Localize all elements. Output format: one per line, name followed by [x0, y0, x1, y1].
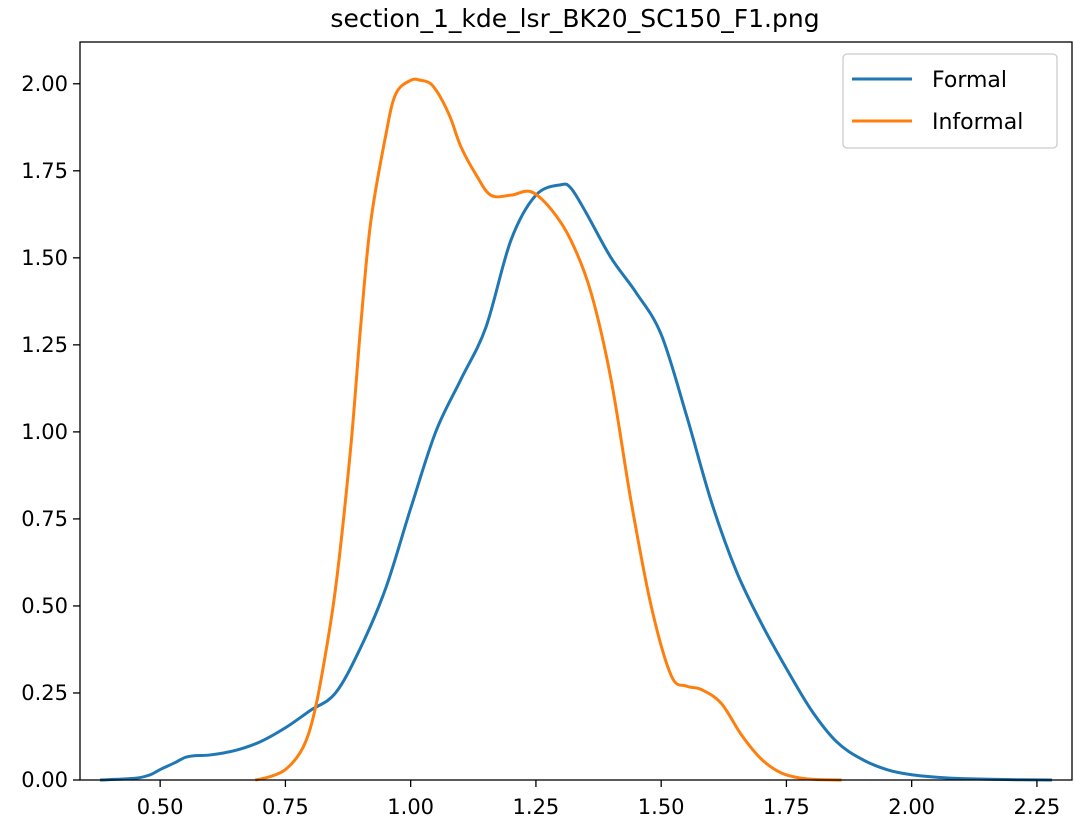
x-tick-label: 1.75 [763, 795, 810, 819]
y-tick-label: 2.00 [21, 72, 68, 96]
y-tick-label: 0.00 [21, 768, 68, 792]
y-tick-label: 1.50 [21, 246, 68, 270]
chart-title: section_1_kde_lsr_BK20_SC150_F1.png [330, 4, 819, 33]
legend: Formal Informal [842, 53, 1058, 149]
y-tick-label: 0.75 [21, 507, 68, 531]
x-tick-label: 2.00 [888, 795, 935, 819]
x-tick-label: 1.00 [387, 795, 434, 819]
series-line-informal [255, 77, 842, 782]
x-tick-label: 1.25 [513, 795, 560, 819]
x-tick-label: 2.25 [1014, 795, 1061, 819]
y-tick-label: 1.25 [21, 333, 68, 357]
x-axis: 0.50 0.75 1.00 1.25 1.50 1.75 2.00 2.25 [137, 780, 1061, 819]
y-tick-label: 0.25 [21, 681, 68, 705]
legend-label-informal: Informal [932, 110, 1023, 135]
series-line-formal [99, 182, 1052, 782]
x-tick-label: 0.50 [137, 795, 184, 819]
y-tick-label: 1.75 [21, 159, 68, 183]
plot-frame [79, 41, 1073, 781]
series-layer [99, 77, 1052, 782]
x-tick-label: 0.75 [262, 795, 309, 819]
legend-label-formal: Formal [932, 68, 1007, 93]
y-axis: 0.00 0.25 0.50 0.75 1.00 1.25 1.50 1.75 2.00 [21, 72, 80, 792]
x-tick-label: 1.50 [638, 795, 685, 819]
y-tick-label: 1.00 [21, 420, 68, 444]
y-tick-label: 0.50 [21, 594, 68, 618]
legend-items: Formal Informal [852, 68, 1023, 135]
